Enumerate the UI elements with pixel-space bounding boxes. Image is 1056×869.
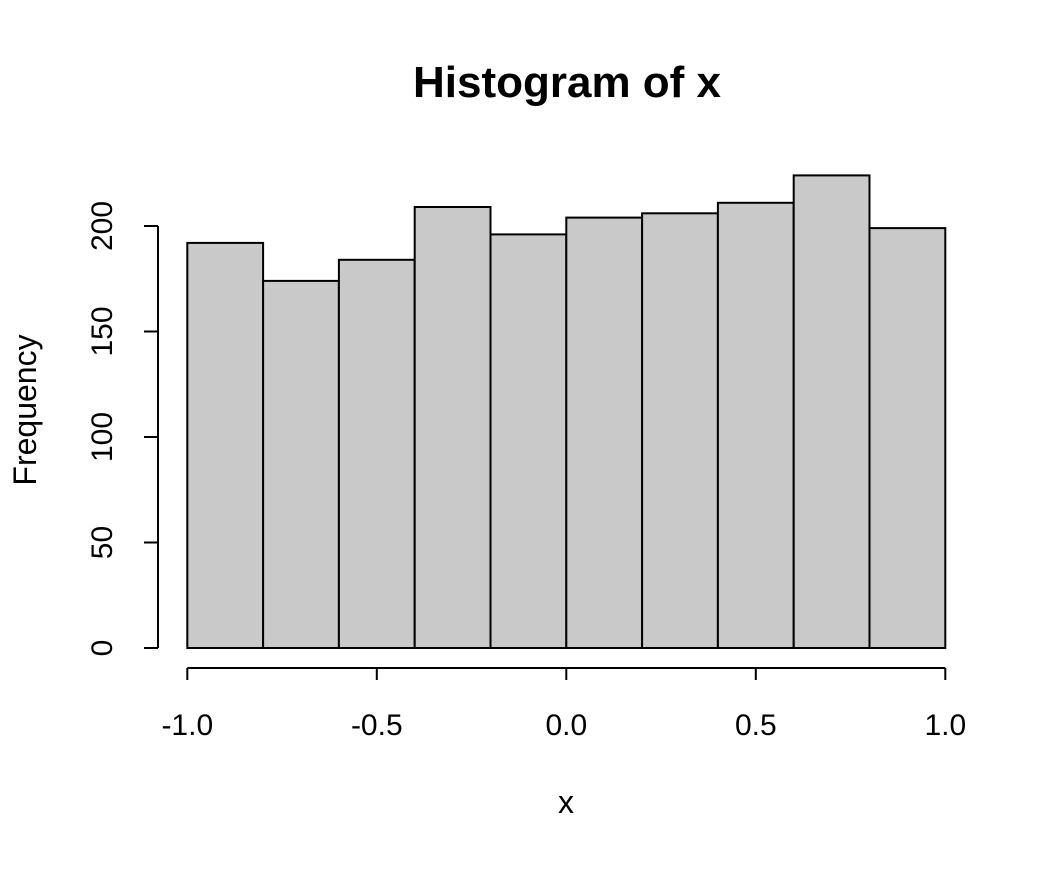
histogram-bar (413, 206, 492, 649)
histogram-bar (868, 227, 947, 649)
y-axis: 0 50 100 150 200 (86, 201, 159, 657)
y-tick-label: 200 (86, 201, 119, 251)
histogram-bar (337, 258, 416, 649)
x-tick-label: -0.5 (351, 709, 403, 742)
x-tick-label: -1.0 (161, 709, 213, 742)
bars-group (186, 174, 947, 650)
histogram-bar (565, 216, 644, 649)
histogram-bar (186, 241, 265, 649)
x-axis-label: x (558, 784, 574, 820)
histogram-bar (792, 174, 871, 649)
histogram-bar (641, 212, 719, 650)
x-tick-label: 0.0 (545, 709, 587, 742)
y-tick-label: 100 (86, 412, 119, 462)
y-tick-label: 50 (86, 526, 119, 559)
histogram-bar (716, 201, 795, 650)
y-tick-label: 150 (86, 306, 119, 356)
y-axis-label: Frequency (7, 334, 43, 485)
x-axis: -1.0 -0.5 0.0 0.5 1.0 (161, 667, 966, 742)
histogram-bar (489, 233, 568, 649)
x-tick-label: 1.0 (924, 709, 966, 742)
y-tick-label: 0 (86, 640, 119, 657)
histogram-bar (262, 279, 340, 649)
chart-title: Histogram of x (413, 58, 722, 107)
x-tick-label: 0.5 (735, 709, 777, 742)
